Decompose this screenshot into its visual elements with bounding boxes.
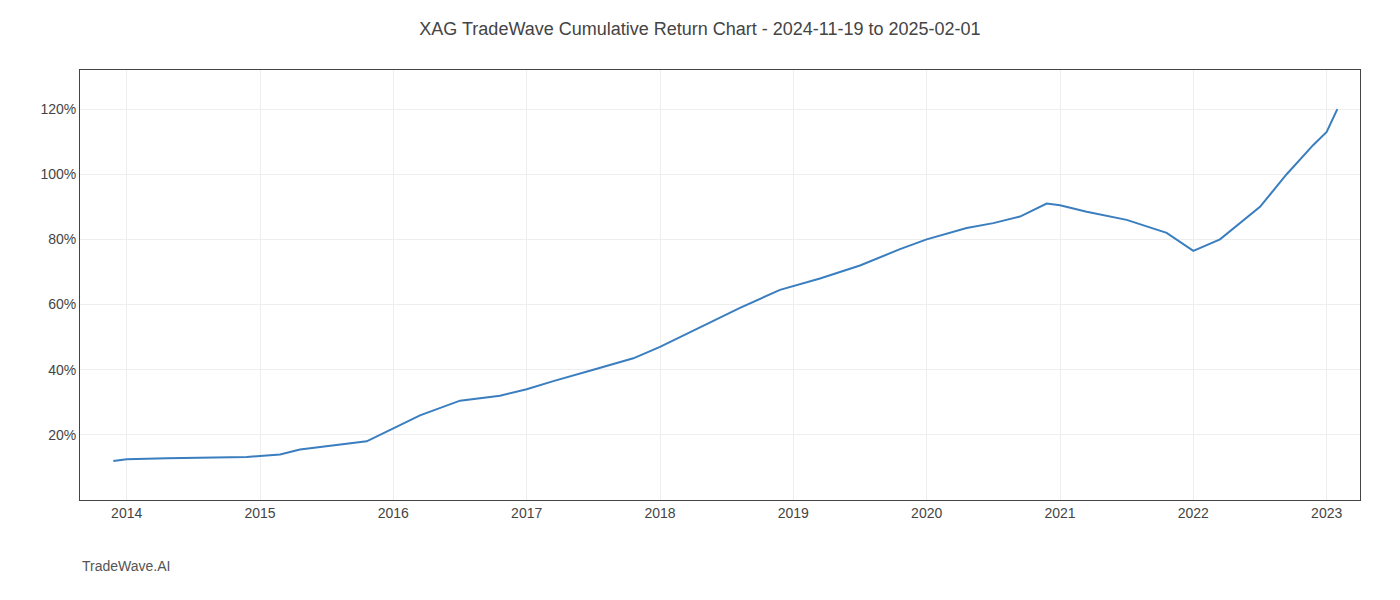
svg-text:2022: 2022 [1178,505,1209,521]
svg-text:TradeWave.AI: TradeWave.AI [82,558,170,574]
svg-text:60%: 60% [48,296,76,312]
svg-text:2014: 2014 [111,505,142,521]
svg-text:80%: 80% [48,231,76,247]
svg-text:40%: 40% [48,362,76,378]
svg-text:2017: 2017 [511,505,542,521]
svg-text:120%: 120% [40,101,76,117]
svg-text:2021: 2021 [1044,505,1075,521]
svg-text:100%: 100% [40,166,76,182]
svg-text:2020: 2020 [911,505,942,521]
svg-text:XAG TradeWave Cumulative Retur: XAG TradeWave Cumulative Return Chart - … [419,19,980,39]
svg-text:2016: 2016 [378,505,409,521]
svg-text:2019: 2019 [778,505,809,521]
svg-text:2015: 2015 [244,505,275,521]
svg-text:2018: 2018 [644,505,675,521]
svg-text:2023: 2023 [1311,505,1342,521]
svg-text:20%: 20% [48,427,76,443]
